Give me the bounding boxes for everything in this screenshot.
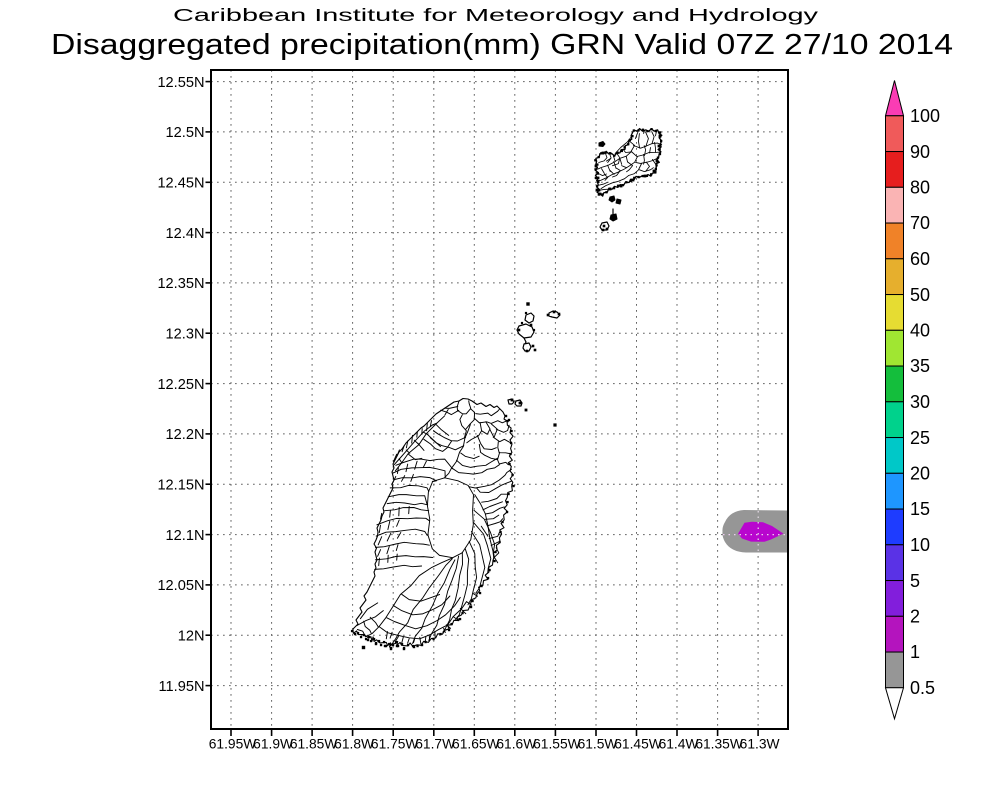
- svg-text:12.05N: 12.05N: [157, 578, 204, 594]
- svg-text:61.3W: 61.3W: [740, 737, 780, 752]
- svg-text:61.35W: 61.35W: [695, 737, 743, 752]
- svg-text:80: 80: [910, 178, 930, 198]
- svg-text:61.95W: 61.95W: [209, 737, 257, 752]
- svg-text:90: 90: [910, 142, 930, 162]
- svg-text:61.65W: 61.65W: [452, 737, 500, 752]
- svg-text:35: 35: [910, 356, 930, 376]
- svg-text:70: 70: [910, 213, 930, 233]
- svg-text:12.2N: 12.2N: [166, 427, 205, 443]
- svg-text:1: 1: [910, 642, 920, 662]
- svg-text:10: 10: [910, 535, 930, 555]
- svg-text:61.5W: 61.5W: [578, 737, 618, 752]
- svg-text:12.3N: 12.3N: [166, 326, 205, 342]
- svg-text:61.75W: 61.75W: [371, 737, 419, 752]
- svg-text:61.9W: 61.9W: [253, 737, 293, 752]
- svg-text:61.7W: 61.7W: [415, 737, 455, 752]
- svg-text:5: 5: [910, 571, 920, 591]
- svg-text:61.85W: 61.85W: [290, 737, 338, 752]
- svg-text:100: 100: [910, 106, 940, 126]
- svg-text:61.45W: 61.45W: [614, 737, 662, 752]
- svg-text:12N: 12N: [178, 628, 205, 644]
- svg-text:60: 60: [910, 249, 930, 269]
- svg-text:12.15N: 12.15N: [157, 477, 204, 493]
- svg-text:Disaggregated precipitation(mm: Disaggregated precipitation(mm) GRN Vali…: [51, 29, 953, 61]
- svg-text:12.1N: 12.1N: [166, 528, 205, 544]
- svg-text:12.55N: 12.55N: [157, 75, 204, 91]
- svg-text:0.5: 0.5: [910, 678, 935, 698]
- svg-text:40: 40: [910, 321, 930, 341]
- svg-text:61.6W: 61.6W: [496, 737, 536, 752]
- svg-text:2: 2: [910, 607, 920, 627]
- svg-text:25: 25: [910, 428, 930, 448]
- svg-text:61.8W: 61.8W: [334, 737, 374, 752]
- svg-text:61.55W: 61.55W: [533, 737, 581, 752]
- svg-text:12.25N: 12.25N: [157, 377, 204, 393]
- svg-text:11.95N: 11.95N: [159, 679, 205, 695]
- svg-text:12.35N: 12.35N: [157, 276, 204, 292]
- svg-text:30: 30: [910, 392, 930, 412]
- svg-text:20: 20: [910, 464, 930, 484]
- svg-text:12.5N: 12.5N: [166, 125, 205, 141]
- svg-text:61.4W: 61.4W: [659, 737, 699, 752]
- svg-text:12.45N: 12.45N: [157, 176, 204, 192]
- svg-text:Caribbean Institute for Meteor: Caribbean Institute for Meteorology and …: [173, 5, 819, 25]
- svg-text:12.4N: 12.4N: [166, 226, 205, 242]
- svg-text:50: 50: [910, 285, 930, 305]
- svg-text:15: 15: [910, 499, 930, 519]
